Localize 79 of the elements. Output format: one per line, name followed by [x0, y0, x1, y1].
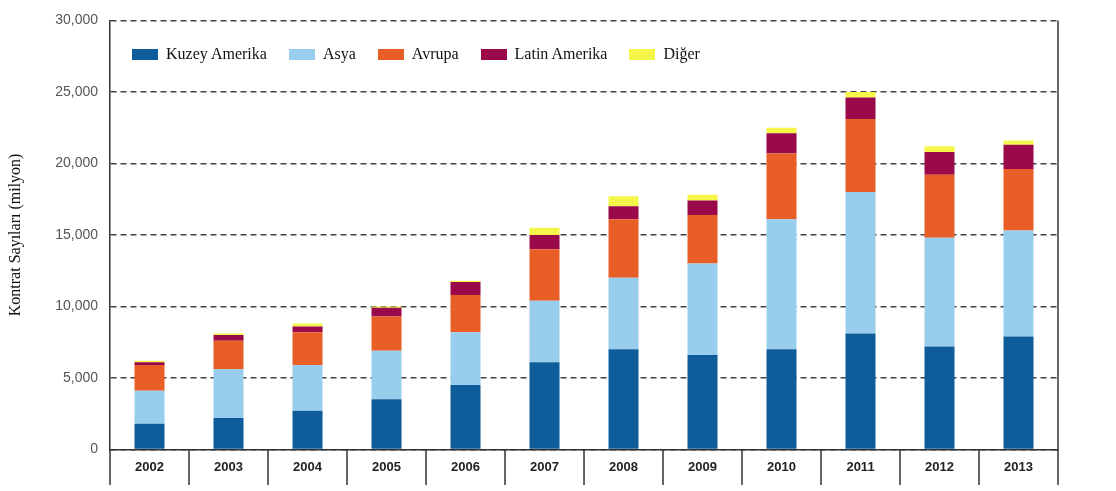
bar: [213, 417, 244, 449]
bar: [687, 200, 718, 215]
bar: [134, 365, 165, 391]
bar: [371, 316, 402, 351]
bar: [1003, 336, 1034, 449]
x-tick-label: 2010: [767, 458, 796, 474]
bar: [687, 214, 718, 264]
x-tick-label: 2006: [451, 458, 480, 474]
y-tick-label: 10,000: [55, 297, 99, 314]
bar: [292, 365, 323, 411]
bar: [608, 196, 639, 207]
bar: [292, 332, 323, 366]
bar: [450, 332, 481, 386]
bar: [766, 219, 797, 350]
bar: [845, 333, 876, 449]
bar: [766, 349, 797, 449]
legend-label: Kuzey Amerika: [166, 45, 267, 64]
legend-label: Diğer: [663, 45, 700, 64]
x-tick-label: 2012: [925, 458, 954, 474]
bar: [766, 153, 797, 220]
bar: [766, 127, 797, 134]
bar: [450, 294, 481, 333]
bar: [1003, 230, 1034, 337]
bar: [529, 362, 560, 449]
bar: [687, 263, 718, 356]
bar: [924, 146, 955, 152]
bar: [845, 119, 876, 192]
bar: [608, 349, 639, 449]
y-tick-label: 25,000: [55, 82, 99, 99]
bar: [213, 335, 244, 341]
y-tick-label: 30,000: [55, 11, 99, 28]
x-tick-label: 2007: [530, 458, 559, 474]
x-tick-label: 2003: [214, 458, 243, 474]
bar: [924, 237, 955, 347]
bar: [529, 300, 560, 363]
bar: [608, 277, 639, 350]
bar: [529, 227, 560, 235]
bar: [450, 282, 481, 295]
bar: [213, 340, 244, 370]
y-tick-label: 0: [90, 440, 99, 457]
bar: [371, 307, 402, 317]
x-tick-label: 2002: [135, 458, 164, 474]
bar: [924, 174, 955, 238]
bar: [924, 151, 955, 175]
bar: [845, 192, 876, 334]
bar: [371, 350, 402, 400]
bar: [608, 206, 639, 220]
x-tick-label: 2008: [609, 458, 638, 474]
x-tick-label: 2009: [688, 458, 717, 474]
bar: [529, 234, 560, 250]
bar: [845, 97, 876, 120]
bar: [766, 133, 797, 154]
y-axis-title: Kontrat Sayıları (milyon): [5, 153, 24, 317]
bar: [687, 194, 718, 201]
bar: [450, 385, 481, 449]
y-tick-label: 20,000: [55, 154, 99, 171]
bar: [608, 219, 639, 278]
bar: [1003, 140, 1034, 145]
y-tick-label: 5,000: [62, 368, 99, 385]
bar: [529, 249, 560, 301]
legend-label: Asya: [322, 45, 356, 64]
x-tick-label: 2005: [372, 458, 401, 474]
bar: [292, 410, 323, 449]
legend-label: Avrupa: [411, 45, 459, 64]
bar: [371, 399, 402, 449]
bar: [134, 390, 165, 424]
bar: [292, 326, 323, 333]
x-tick-label: 2004: [293, 458, 323, 474]
bar: [213, 369, 244, 418]
bar: [1003, 169, 1034, 231]
bar: [845, 91, 876, 98]
x-tick-label: 2013: [1004, 458, 1033, 474]
y-tick-label: 15,000: [55, 225, 99, 242]
legend-label: Latin Amerika: [514, 45, 608, 64]
x-tick-label: 2011: [846, 458, 875, 474]
bar: [1003, 144, 1034, 170]
bar: [134, 423, 165, 449]
bar: [924, 346, 955, 449]
bar: [687, 355, 718, 449]
